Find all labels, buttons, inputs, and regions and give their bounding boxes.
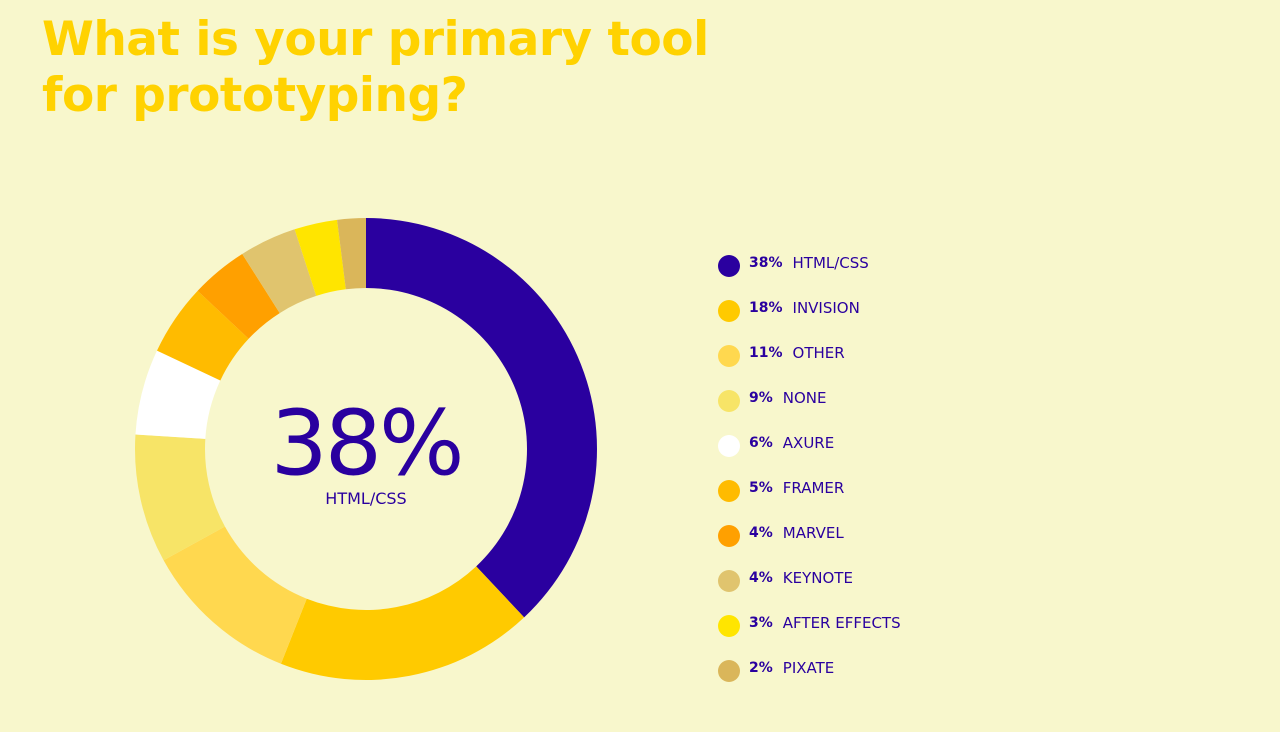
legend-item-none: 9% NONE — [718, 388, 901, 433]
legend-item-after-effects: 3% AFTER EFFECTS — [718, 613, 901, 658]
legend-percent: 3% — [749, 615, 773, 631]
legend-item-html-css: 38% HTML/CSS — [718, 253, 901, 298]
legend-swatch — [718, 480, 740, 502]
chart-legend: 38% HTML/CSS 18% INVISION 11% OTHER 9% NONE 6% AX… — [718, 253, 901, 703]
legend-percent: 4% — [749, 570, 773, 586]
legend-label: MARVEL — [782, 524, 844, 542]
legend-label: KEYNOTE — [782, 569, 853, 587]
legend-label: AFTER EFFECTS — [782, 614, 901, 632]
legend-label: NONE — [782, 389, 827, 407]
center-label: HTML/CSS — [325, 489, 406, 508]
donut-slice-html-css — [366, 218, 597, 618]
legend-swatch — [718, 435, 740, 457]
legend-item-pixate: 2% PIXATE — [718, 658, 901, 703]
legend-label: FRAMER — [782, 479, 845, 497]
legend-item-other: 11% OTHER — [718, 343, 901, 388]
legend-item-invision: 18% INVISION — [718, 298, 901, 343]
legend-percent: 6% — [749, 435, 773, 451]
legend-percent: 11% — [749, 345, 783, 361]
legend-item-marvel: 4% MARVEL — [718, 523, 901, 568]
legend-percent: 18% — [749, 300, 783, 316]
donut-chart: 38% HTML/CSS — [135, 218, 597, 680]
center-percent: 38% — [270, 391, 461, 496]
legend-label: INVISION — [792, 299, 860, 317]
page-title: What is your primary tool for prototypin… — [42, 12, 709, 123]
donut-slices — [135, 218, 597, 680]
legend-item-keynote: 4% KEYNOTE — [718, 568, 901, 613]
legend-swatch — [718, 660, 740, 682]
donut-slice-axure — [135, 350, 221, 439]
legend-percent: 2% — [749, 660, 773, 676]
donut-slice-none — [135, 434, 225, 561]
legend-percent: 9% — [749, 390, 773, 406]
donut-slice-keynote — [242, 229, 317, 314]
legend-label: HTML/CSS — [792, 254, 869, 272]
donut-slice-other — [163, 526, 307, 664]
donut-slice-framer — [156, 290, 249, 381]
legend-swatch — [718, 300, 740, 322]
donut-slice-after-effects — [294, 219, 346, 296]
legend-swatch — [718, 390, 740, 412]
legend-item-framer: 5% FRAMER — [718, 478, 901, 523]
legend-label: OTHER — [792, 344, 845, 362]
legend-percent: 5% — [749, 480, 773, 496]
legend-item-axure: 6% AXURE — [718, 433, 901, 478]
legend-swatch — [718, 345, 740, 367]
donut-slice-marvel — [197, 253, 280, 339]
legend-swatch — [718, 615, 740, 637]
legend-percent: 38% — [749, 255, 783, 271]
legend-label: AXURE — [782, 434, 835, 452]
donut-slice-pixate — [337, 218, 366, 290]
legend-swatch — [718, 570, 740, 592]
legend-swatch — [718, 525, 740, 547]
legend-swatch — [718, 255, 740, 277]
donut-slice-invision — [280, 566, 525, 680]
legend-percent: 4% — [749, 525, 773, 541]
legend-label: PIXATE — [782, 659, 835, 677]
